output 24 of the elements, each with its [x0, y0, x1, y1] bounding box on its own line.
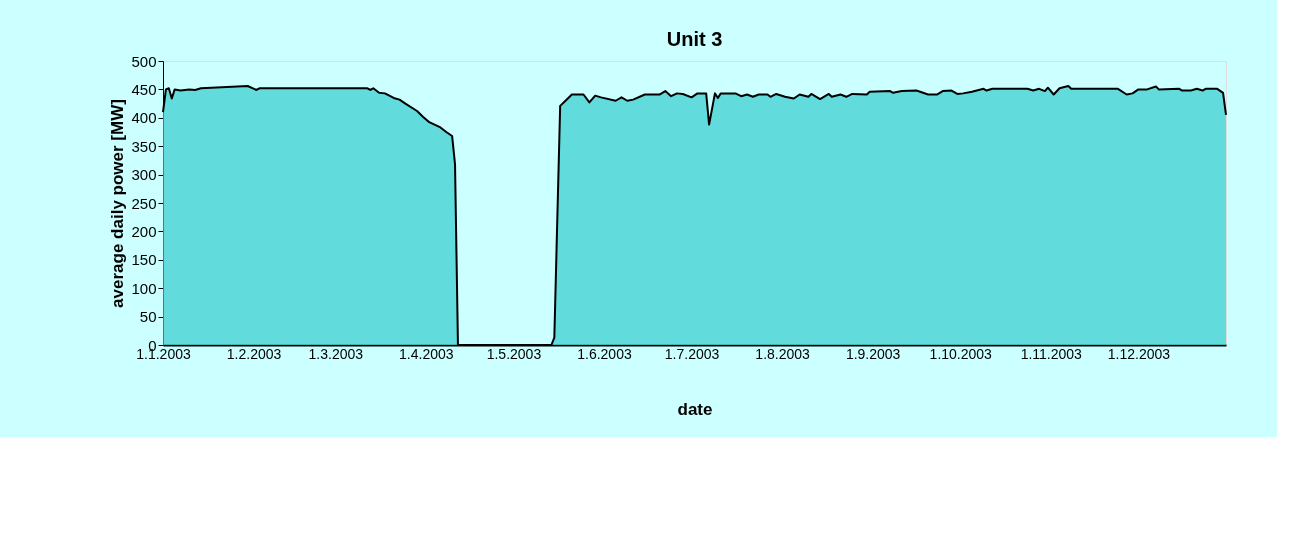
x-tick-label: 1.4.2003	[399, 345, 454, 362]
y-tick-label: 450	[131, 80, 157, 98]
y-axis-title: average daily power [MW]	[108, 99, 128, 308]
x-tick-label: 1.2.2003	[226, 345, 282, 362]
x-tick-label: 1.12.2003	[1107, 345, 1171, 362]
y-tick-label: 500	[131, 52, 157, 70]
y-tick-label: 250	[131, 194, 157, 212]
y-tick-label: 200	[131, 222, 157, 240]
x-tick-label: 1.3.2003	[308, 345, 364, 362]
y-tick-label: 300	[131, 166, 157, 184]
y-tick-label: 150	[131, 251, 157, 269]
x-tick-label: 1.10.2003	[929, 345, 993, 362]
x-tick-label: 1.11.2003	[1020, 345, 1083, 362]
y-tick-label: 50	[139, 308, 157, 326]
x-tick-label: 1.6.2003	[577, 345, 632, 362]
y-tick-label: 350	[131, 137, 157, 155]
x-tick-label: 1.7.2003	[664, 345, 720, 362]
x-tick-label: 1.8.2003	[755, 345, 811, 362]
y-tick-label: 400	[131, 109, 157, 127]
y-tick-label: 100	[131, 279, 157, 297]
x-tick-label: 1.9.2003	[845, 345, 901, 362]
x-axis-title: date	[677, 399, 713, 419]
chart-title: Unit 3	[666, 28, 723, 50]
x-tick-label: 1.5.2003	[486, 345, 542, 362]
